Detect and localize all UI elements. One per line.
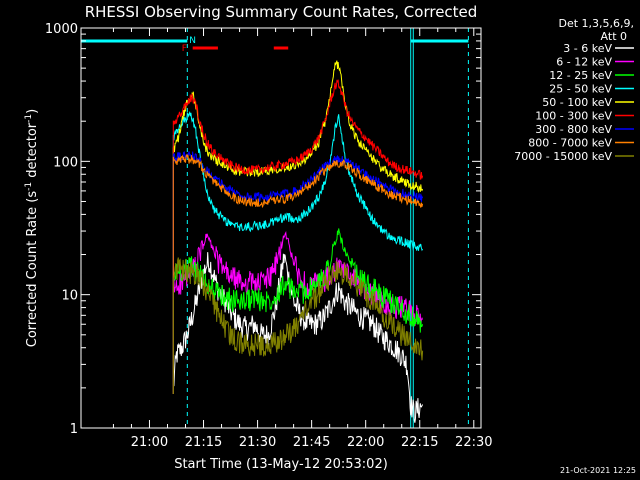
series-line-0 [172, 252, 424, 423]
y-axis-label-sup1: -1 [24, 182, 34, 191]
series-line-8 [172, 257, 424, 394]
y-tick-label-2: 100 [53, 155, 78, 170]
legend-label-4: 50 - 100 keV [542, 96, 612, 109]
series-line-3 [172, 111, 424, 394]
plot-frame [80, 27, 482, 429]
x-tick-label-6: 22:30 [455, 435, 492, 450]
x-axis-label: Start Time (13-May-12 20:53:02) [174, 457, 388, 472]
axes-layer: 21:00 21:15 21:30 21:45 22:00 22:15 22:30 1 10 10… [45, 22, 493, 450]
night-flag-label: N [189, 36, 196, 46]
legend-label-7: 800 - 7000 keV [528, 137, 612, 150]
y-axis-label-main: Corrected Count Rate (s [25, 191, 40, 348]
legend-label-3: 25 - 50 keV [549, 83, 612, 96]
legend-label-1: 6 - 12 keV [556, 56, 612, 69]
legend-header-line-1: Det 1,3,5,6,9, [558, 17, 634, 30]
x-tick-label-3: 21:45 [293, 435, 330, 450]
x-tick-label-2: 21:30 [239, 435, 276, 450]
legend-label-0: 3 - 6 keV [563, 42, 612, 55]
series-line-7 [172, 153, 424, 394]
y-tick-label-3: 1000 [45, 22, 78, 37]
y-axis-label-mid: detector [25, 122, 40, 182]
y-tick-label-0: 1 [70, 422, 78, 437]
x-tick-label-0: 21:00 [131, 435, 168, 450]
timestamp: 21-Oct-2021 12:25 [560, 466, 636, 475]
series-line-4 [172, 60, 424, 394]
legend-label-5: 100 - 300 keV [535, 110, 612, 123]
legend-label-8: 7000 - 15000 keV [514, 150, 612, 163]
y-axis-label-end: ) [25, 109, 40, 114]
y-axis-label: Corrected Count Rate (s-1 detector-1) [24, 109, 40, 347]
x-tick-label-1: 21:15 [185, 435, 222, 450]
chart-title: RHESSI Observing Summary Count Rates, Co… [85, 3, 478, 21]
legend-label-2: 12 - 25 keV [549, 69, 612, 82]
y-axis-label-sup2: -1 [24, 114, 34, 123]
x-tick-label-5: 22:15 [401, 435, 438, 450]
y-tick-label-1: 10 [61, 289, 78, 304]
series-line-5 [172, 79, 424, 394]
legend-header-line-2: Att 0 [601, 30, 627, 43]
flare-flag-label: F [182, 44, 187, 54]
flags-layer: NF [81, 28, 469, 428]
series-layer [172, 60, 424, 423]
x-tick-label-4: 22:00 [347, 435, 384, 450]
series-line-2 [172, 228, 424, 394]
legend-label-6: 300 - 800 keV [535, 123, 612, 136]
